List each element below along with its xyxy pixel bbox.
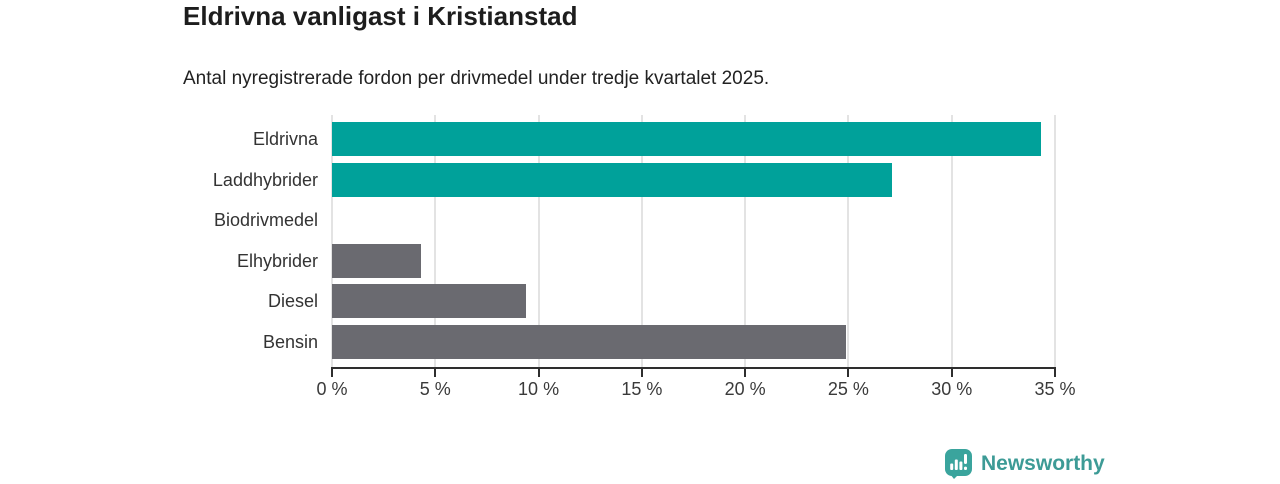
x-axis-tick-label-0: 0 % (316, 379, 348, 399)
x-axis-tick-30 (950, 367, 953, 377)
newsworthy-wordmark: Newsworthy (981, 451, 1105, 475)
bar-laddhybrider (332, 162, 892, 197)
x-axis-tick-0 (331, 367, 333, 377)
x-axis-tick-5 (434, 367, 437, 377)
chart-title: Eldrivna vanligast i Kristianstad (183, 1, 578, 31)
gridline-20 (744, 115, 747, 367)
bar-eldrivna (332, 122, 1041, 156)
chart-subtitle: Antal nyregistrerade fordon per drivmede… (183, 68, 770, 89)
gridline-0 (331, 115, 333, 367)
x-axis-tick-20 (744, 367, 747, 377)
newsworthy-logo: Newsworthy (944, 448, 1105, 479)
category-label-diesel: Diesel (267, 291, 318, 311)
x-axis-tick-35 (1054, 367, 1056, 377)
bar-diesel (332, 284, 527, 318)
bar-elhybrider (332, 243, 421, 278)
x-axis-tick-label-15: 15 % (621, 379, 663, 399)
x-axis-line (331, 367, 1056, 369)
gridline-30 (950, 115, 953, 367)
gridline-15 (640, 115, 643, 367)
x-axis-tick-15 (640, 367, 643, 377)
category-label-biodrivmedel: Biodrivmedel (213, 210, 318, 230)
gridline-5 (434, 115, 437, 367)
x-axis-tick-25 (847, 367, 850, 377)
gridline-35 (1054, 115, 1056, 367)
category-label-bensin: Bensin (262, 331, 318, 352)
x-axis-tick-label-35: 35 % (1034, 379, 1076, 399)
category-label-elhybrider: Elhybrider (236, 250, 318, 271)
newsworthy-chart-bubble-icon (944, 448, 973, 479)
x-axis-tick-label-10: 10 % (518, 379, 560, 399)
x-axis-tick-label-20: 20 % (724, 379, 766, 399)
bar-bensin (332, 324, 847, 359)
x-axis-tick-label-5: 5 % (419, 379, 451, 399)
x-axis-tick-label-30: 30 % (931, 379, 973, 399)
gridline-25 (847, 115, 850, 367)
category-label-eldrivna: Eldrivna (252, 129, 318, 149)
x-axis-tick-label-25: 25 % (827, 379, 869, 399)
gridline-10 (537, 115, 540, 367)
x-axis-tick-10 (537, 367, 540, 377)
category-label-laddhybrider: Laddhybrider (212, 169, 318, 190)
